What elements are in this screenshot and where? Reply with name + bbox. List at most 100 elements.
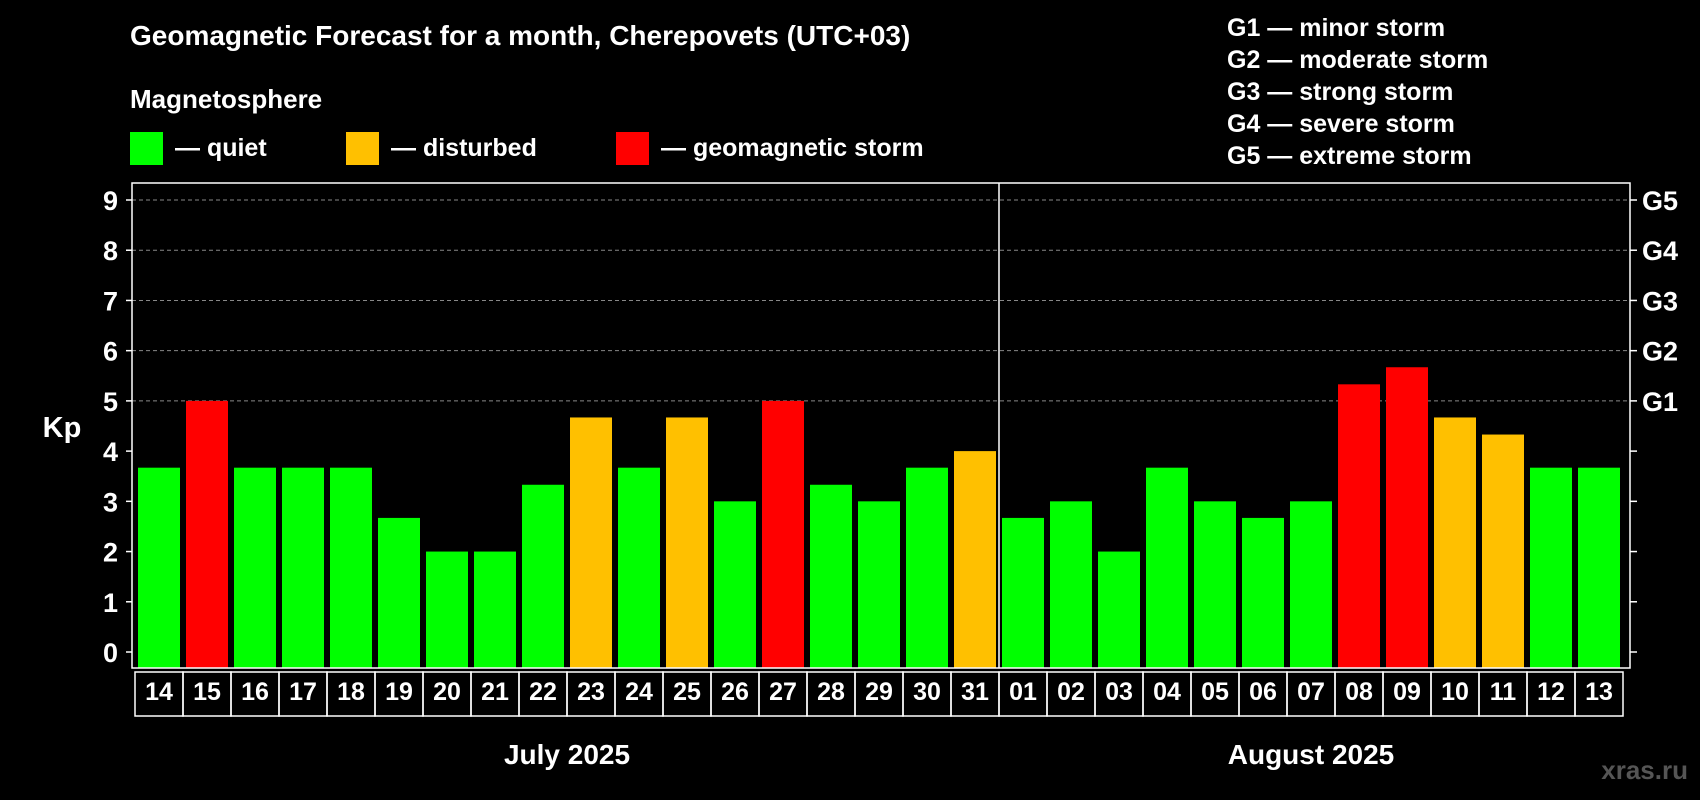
x-tick-label-25: 08 <box>1345 678 1373 706</box>
y-tick-label-6: 6 <box>103 337 118 367</box>
chart-title: Geomagnetic Forecast for a month, Cherep… <box>130 20 911 51</box>
y-tick-label-7: 7 <box>103 286 118 316</box>
y-tick-label-2: 2 <box>103 538 118 568</box>
x-tick-label-12: 26 <box>721 678 749 706</box>
legend-quiet-label: — quiet <box>175 133 267 162</box>
bar-13 <box>762 400 804 668</box>
bar-27 <box>1434 417 1476 668</box>
bar-2 <box>234 467 276 668</box>
x-tick-label-30: 13 <box>1585 678 1613 706</box>
g-legend-g2: G2 — moderate storm <box>1227 46 1489 74</box>
bar-4 <box>330 467 372 668</box>
right-tick-label-g2: G2 <box>1642 337 1678 367</box>
bar-20 <box>1098 551 1140 668</box>
x-tick-label-8: 22 <box>529 678 557 706</box>
legend-quiet-swatch <box>130 131 163 165</box>
bar-8 <box>522 484 564 668</box>
x-tick-label-4: 18 <box>337 678 365 706</box>
right-tick-label-g3: G3 <box>1642 286 1678 316</box>
legend-disturbed-label: — disturbed <box>391 133 537 162</box>
bar-24 <box>1290 501 1332 668</box>
legend-disturbed-swatch <box>346 131 379 165</box>
watermark: xras.ru <box>1601 755 1688 785</box>
x-tick-label-5: 19 <box>385 678 413 706</box>
month-label-0: July 2025 <box>504 739 630 770</box>
bar-14 <box>810 484 852 668</box>
g-legend-g5: G5 — extreme storm <box>1227 142 1472 170</box>
bar-19 <box>1050 501 1092 668</box>
legend-storm-label: — geomagnetic storm <box>661 133 924 162</box>
x-tick-label-15: 29 <box>865 678 893 706</box>
x-tick-label-27: 10 <box>1441 678 1469 706</box>
chart-subtitle: Magnetosphere <box>130 84 323 114</box>
g-scale-legend: G1 — minor storm G2 — moderate storm G3 … <box>1227 12 1488 172</box>
x-tick-label-14: 28 <box>817 678 845 706</box>
bar-0 <box>138 467 180 668</box>
bar-26 <box>1386 367 1428 668</box>
g-legend-g1: G1 — minor storm <box>1227 14 1446 42</box>
bar-29 <box>1530 467 1572 668</box>
bar-22 <box>1194 501 1236 668</box>
g-legend-g3: G3 — strong storm <box>1227 78 1454 106</box>
x-tick-label-0: 14 <box>145 678 173 706</box>
y-tick-label-0: 0 <box>103 638 118 668</box>
right-tick-label-g1: G1 <box>1642 387 1678 417</box>
x-tick-label-26: 09 <box>1393 678 1421 706</box>
legend-quiet: — quiet <box>130 130 267 166</box>
bar-28 <box>1482 434 1524 668</box>
bar-12 <box>714 501 756 668</box>
x-tick-label-9: 23 <box>577 678 605 706</box>
x-tick-label-29: 12 <box>1537 678 1565 706</box>
bar-11 <box>666 417 708 668</box>
y-tick-label-4: 4 <box>103 437 118 467</box>
x-tick-label-16: 30 <box>913 678 941 706</box>
bar-23 <box>1242 517 1284 668</box>
x-tick-label-22: 05 <box>1201 678 1229 706</box>
g-legend-g4: G4 — severe storm <box>1227 110 1455 138</box>
x-tick-label-20: 03 <box>1105 678 1133 706</box>
y-tick-label-5: 5 <box>103 387 118 417</box>
right-tick-label-g4: G4 <box>1642 236 1678 266</box>
legend-disturbed: — disturbed <box>346 130 537 166</box>
y-axis-label: Kp <box>43 412 82 444</box>
plot-frame <box>131 182 1631 669</box>
x-tick-label-18: 01 <box>1009 678 1037 706</box>
bar-30 <box>1578 467 1620 668</box>
y-tick-label-9: 9 <box>103 186 118 216</box>
bar-17 <box>954 451 996 668</box>
x-tick-label-23: 06 <box>1249 678 1277 706</box>
bar-18 <box>1002 517 1044 668</box>
right-tick-label-g5: G5 <box>1642 186 1678 216</box>
y-tick-label-1: 1 <box>103 588 118 618</box>
bar-3 <box>282 467 324 668</box>
bar-25 <box>1338 384 1380 668</box>
x-tick-label-17: 31 <box>961 678 989 706</box>
bar-5 <box>378 517 420 668</box>
x-tick-label-19: 02 <box>1057 678 1085 706</box>
x-tick-label-24: 07 <box>1297 678 1325 706</box>
month-label-1: August 2025 <box>1228 739 1395 770</box>
x-tick-label-6: 20 <box>433 678 461 706</box>
x-tick-label-1: 15 <box>193 678 221 706</box>
x-tick-label-21: 04 <box>1153 678 1181 706</box>
bar-15 <box>858 501 900 668</box>
bar-10 <box>618 467 660 668</box>
x-tick-label-13: 27 <box>769 678 797 706</box>
date-box-30 <box>1574 671 1624 717</box>
legend-storm: — geomagnetic storm <box>616 130 924 166</box>
x-tick-label-7: 21 <box>481 678 509 706</box>
bar-9 <box>570 417 612 668</box>
x-tick-label-11: 25 <box>673 678 701 706</box>
legend-storm-swatch <box>616 131 649 165</box>
bar-16 <box>906 467 948 668</box>
x-tick-label-2: 16 <box>241 678 269 706</box>
y-tick-label-3: 3 <box>103 487 118 517</box>
bar-6 <box>426 551 468 668</box>
bar-21 <box>1146 467 1188 668</box>
x-tick-label-3: 17 <box>289 678 317 706</box>
bar-1 <box>186 400 228 668</box>
x-tick-label-10: 24 <box>625 678 653 706</box>
x-tick-label-28: 11 <box>1490 678 1517 706</box>
y-tick-label-8: 8 <box>103 236 118 266</box>
